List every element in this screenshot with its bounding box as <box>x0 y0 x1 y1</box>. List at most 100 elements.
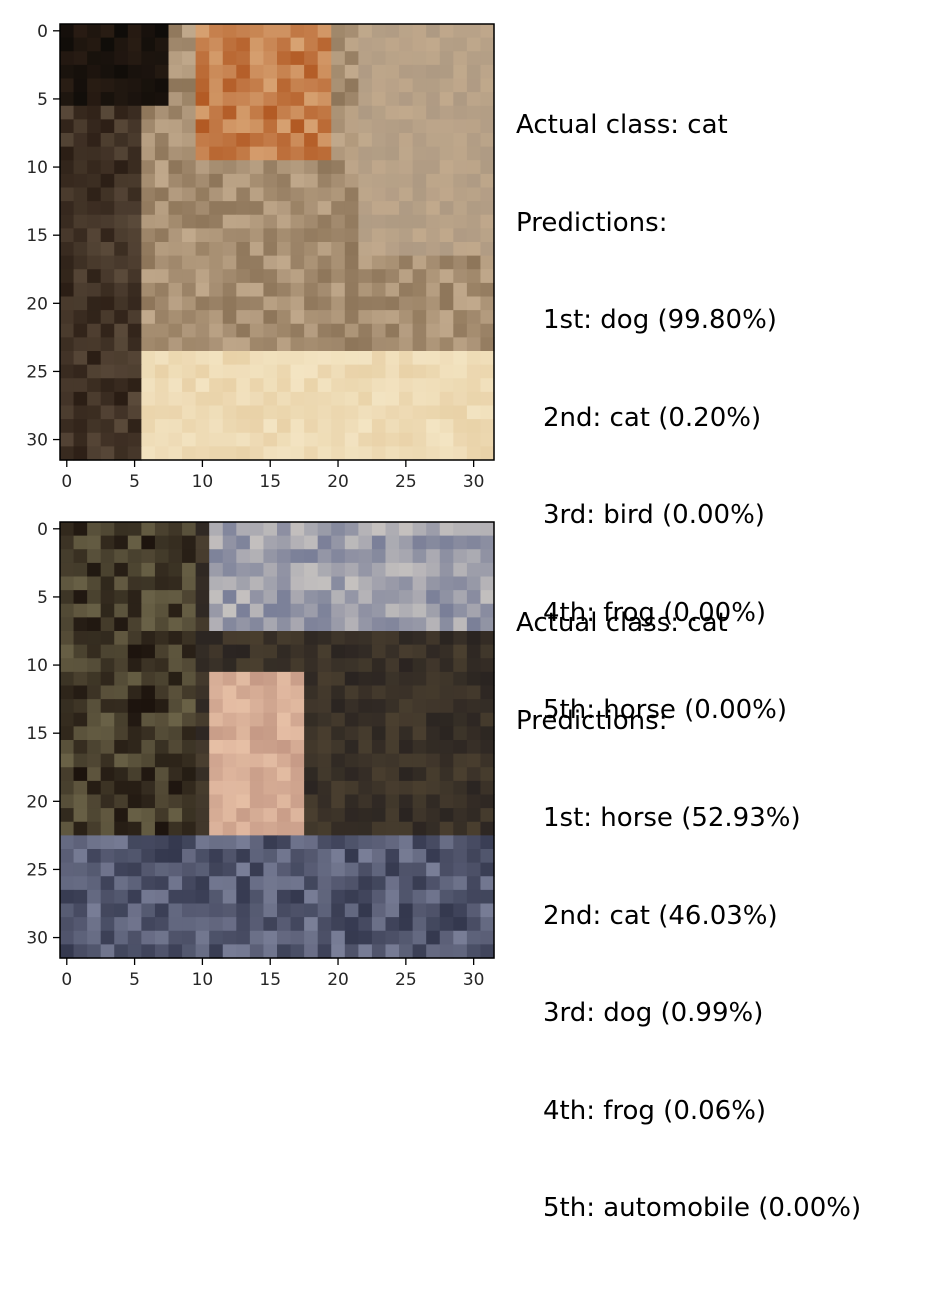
image-pixel <box>385 944 400 959</box>
image-pixel <box>466 671 482 687</box>
image-pixel <box>331 446 346 461</box>
image-pixel <box>412 549 427 564</box>
image-pixel <box>127 296 142 311</box>
image-pixel <box>222 522 237 537</box>
image-pixel <box>87 849 102 864</box>
image-pixel <box>195 780 210 796</box>
image-pixel <box>439 712 454 727</box>
image-pixel <box>317 296 332 311</box>
image-pixel <box>344 432 359 447</box>
image-pixel <box>480 876 495 891</box>
image-pixel <box>453 590 468 605</box>
image-pixel <box>344 146 359 161</box>
image-pixel <box>100 671 115 687</box>
image-pixel <box>412 323 427 338</box>
image-pixel <box>236 378 251 393</box>
image-pixel <box>385 351 400 366</box>
image-pixel <box>222 378 237 393</box>
image-pixel <box>412 726 427 741</box>
image-pixel <box>426 214 441 229</box>
image-pixel <box>182 105 197 120</box>
image-pixel <box>127 446 142 461</box>
image-pixel <box>290 535 305 550</box>
image-pixel <box>466 712 482 727</box>
image-pixel <box>60 726 75 741</box>
image-pixel <box>168 835 183 850</box>
image-pixel <box>412 903 427 918</box>
image-pixel <box>60 767 75 782</box>
image-pixel <box>73 119 88 134</box>
image-pixel <box>371 51 387 66</box>
image-pixel <box>195 658 210 673</box>
x-tick-label: 25 <box>395 970 417 990</box>
image-pixel <box>141 364 156 379</box>
image-pixel <box>222 549 237 564</box>
image-pixel <box>277 753 292 768</box>
image-pixel <box>195 685 210 700</box>
image-pixel <box>87 644 102 659</box>
image-pixel <box>385 780 400 796</box>
image-pixel <box>290 173 305 189</box>
image-pixel <box>304 255 319 270</box>
image-pixel <box>182 835 197 850</box>
image-pixel <box>87 917 102 932</box>
image-pixel <box>114 419 129 434</box>
image-pixel <box>304 391 319 407</box>
image-pixel <box>195 405 210 420</box>
image-pixel <box>154 296 170 311</box>
image-pixel <box>331 631 346 646</box>
image-pixel <box>100 808 115 823</box>
image-pixel <box>290 269 305 284</box>
image-pixel <box>412 160 427 175</box>
image-pixel <box>480 849 495 864</box>
image-pixel <box>331 849 346 864</box>
image-pixel <box>73 351 88 366</box>
image-pixel <box>371 24 387 39</box>
image-pixel <box>263 133 278 148</box>
image-pixel <box>290 187 305 202</box>
image-pixel <box>236 889 251 905</box>
image-pixel <box>290 699 305 714</box>
image-pixel <box>304 228 319 243</box>
image-pixel <box>236 767 251 782</box>
image-pixel <box>249 849 265 864</box>
image-pixel <box>263 808 278 823</box>
image-pixel <box>87 944 102 959</box>
image-pixel <box>195 296 210 311</box>
image-pixel <box>127 119 142 134</box>
image-pixel <box>426 51 441 66</box>
image-pixel <box>290 671 305 687</box>
image-pixel <box>73 187 88 202</box>
image-pixel <box>331 917 346 932</box>
image-pixel <box>426 201 441 216</box>
image-pixel <box>331 201 346 216</box>
image-pixel <box>114 24 129 39</box>
image-pixel <box>154 432 170 447</box>
image-pixel <box>249 173 265 189</box>
image-pixel <box>141 794 156 809</box>
image-pixel <box>100 419 115 434</box>
image-pixel <box>209 51 224 66</box>
image-pixel <box>60 889 75 905</box>
image-pixel <box>87 296 102 311</box>
image-pixel <box>60 576 75 591</box>
image-pixel <box>154 214 170 229</box>
image-pixel <box>114 522 129 537</box>
image-pixel <box>168 944 183 959</box>
image-pixel <box>426 242 441 257</box>
image-pixel <box>385 64 400 80</box>
image-pixel <box>290 876 305 891</box>
image-pixel <box>87 282 102 298</box>
image-pixel <box>304 862 319 877</box>
image-pixel <box>371 930 387 945</box>
image-pixel <box>480 78 495 93</box>
image-pixel <box>222 405 237 420</box>
image-pixel <box>331 228 346 243</box>
image-pixel <box>249 105 265 120</box>
image-pixel <box>209 740 224 755</box>
image-pixel <box>344 51 359 66</box>
image-pixel <box>344 535 359 550</box>
image-pixel <box>399 903 414 918</box>
y-tick-label: 20 <box>26 294 48 314</box>
image-pixel <box>290 794 305 809</box>
